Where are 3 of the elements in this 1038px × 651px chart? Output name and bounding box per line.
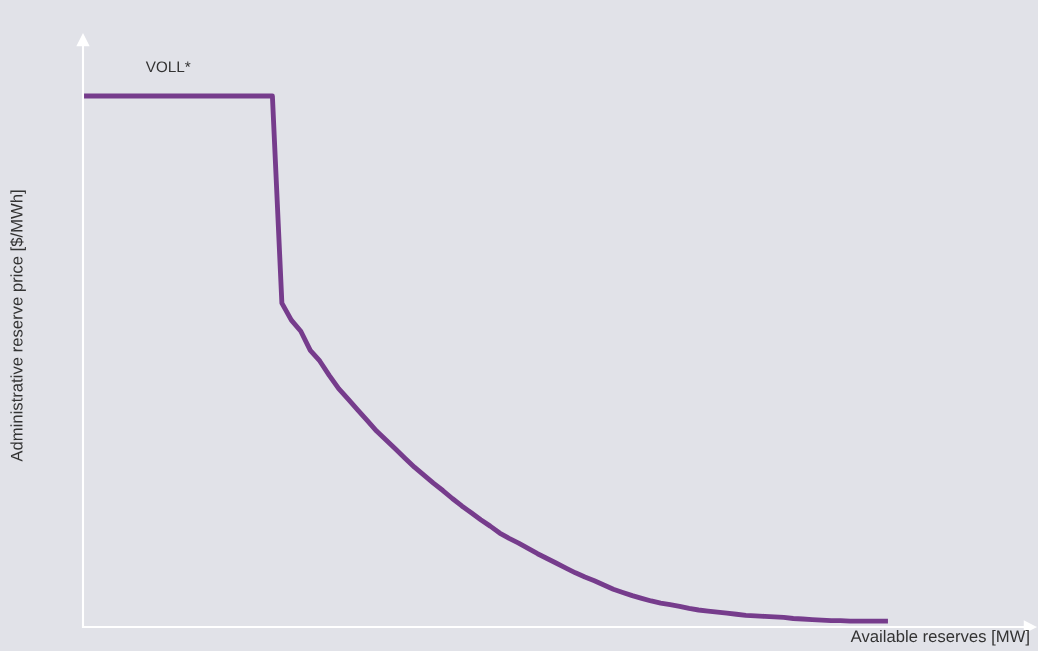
text: VOLL* xyxy=(145,61,191,73)
x-axis-title: Available reserves [MW] xyxy=(850,629,1029,646)
y-axis-title: Administrative reserve price [$/MWh] xyxy=(10,190,26,462)
